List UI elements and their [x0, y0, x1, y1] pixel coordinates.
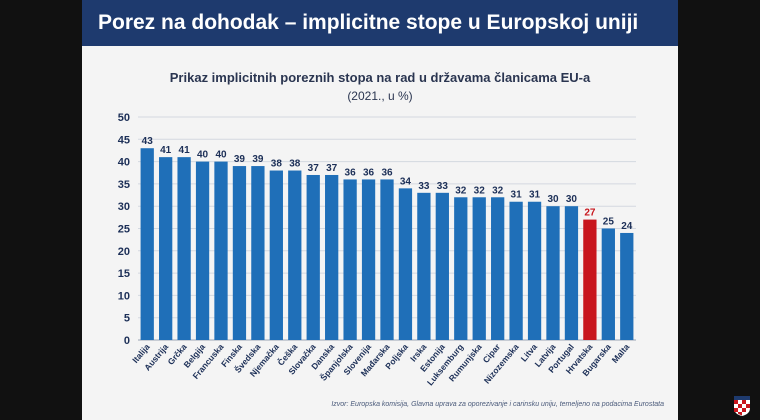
y-tick-label: 25 [118, 224, 130, 236]
data-label: 39 [252, 154, 264, 165]
bar [177, 157, 191, 340]
y-tick-label: 45 [118, 134, 130, 146]
y-tick-label: 15 [118, 268, 130, 280]
chart-subtitle: (2021., u %) [347, 89, 413, 103]
data-label: 33 [418, 181, 430, 192]
y-tick-label: 35 [118, 179, 130, 191]
bar [159, 157, 173, 340]
bar [435, 192, 449, 340]
bar [546, 206, 560, 340]
data-label: 37 [308, 163, 320, 174]
data-label: 30 [566, 194, 578, 205]
y-tick-label: 10 [118, 290, 130, 302]
bar [269, 170, 283, 340]
data-label: 32 [455, 185, 467, 196]
data-label: 36 [345, 167, 357, 178]
bar [620, 232, 634, 340]
bar [325, 174, 339, 340]
chart-title: Prikaz implicitnih poreznih stopa na rad… [169, 70, 591, 85]
data-label: 41 [179, 145, 191, 156]
data-label: 40 [215, 150, 227, 161]
bar [583, 219, 597, 340]
data-label: 41 [160, 145, 172, 156]
y-tick-label: 20 [118, 246, 130, 258]
bar [195, 161, 210, 340]
data-label: 33 [437, 181, 449, 192]
bar [564, 206, 579, 340]
y-tick-label: 40 [118, 157, 130, 169]
data-label: 40 [197, 150, 209, 161]
bar [343, 179, 357, 340]
data-label: 25 [603, 217, 615, 228]
data-label: 37 [326, 163, 338, 174]
y-tick-label: 50 [118, 112, 130, 124]
bar [601, 228, 615, 340]
y-tick-label: 30 [118, 201, 130, 213]
data-label: 36 [363, 167, 375, 178]
bar [288, 170, 302, 340]
data-label: 39 [234, 154, 246, 165]
source-note: Izvor: Europska komisija, Glavna uprava … [331, 401, 664, 408]
data-label: 36 [381, 167, 393, 178]
bar [140, 148, 154, 340]
croatian-coat-of-arms-icon [734, 396, 750, 416]
bar [509, 201, 523, 340]
bar [306, 174, 320, 340]
bar [251, 166, 265, 340]
data-label: 31 [529, 190, 541, 201]
bar [380, 179, 394, 340]
data-label: 31 [511, 190, 523, 201]
data-label: 43 [142, 136, 154, 147]
bar [454, 197, 468, 340]
y-tick-label: 5 [124, 313, 130, 325]
data-label: 32 [474, 185, 486, 196]
bar [398, 188, 413, 340]
data-label: 30 [547, 194, 559, 205]
bar [417, 192, 431, 340]
data-label: 24 [621, 221, 633, 232]
bar [214, 161, 228, 340]
slide-title: Porez na dohodak – implicitne stope u Eu… [82, 0, 678, 46]
bar [491, 197, 505, 340]
category-label: Malta [610, 342, 632, 365]
data-label: 38 [289, 159, 301, 170]
bar [472, 197, 486, 340]
data-label: 27 [584, 208, 596, 219]
data-label: 38 [271, 159, 283, 170]
bar [527, 201, 542, 340]
data-label: 32 [492, 185, 504, 196]
bar [361, 179, 376, 340]
data-label: 34 [400, 176, 412, 187]
bar [232, 166, 247, 340]
y-tick-label: 0 [124, 335, 130, 347]
